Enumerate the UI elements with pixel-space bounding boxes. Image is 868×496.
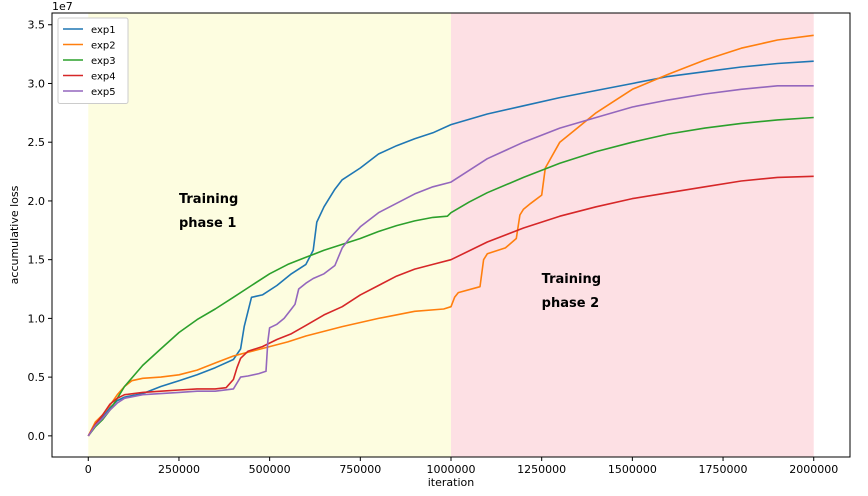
y-axis-label: accumulative loss (8, 185, 21, 284)
x-tick-label: 2000000 (789, 463, 838, 476)
series-line-exp5 (87, 85, 814, 437)
x-tick-label: 0 (85, 463, 92, 476)
x-axis-label: iteration (428, 476, 474, 489)
y-tick-label: 2.0 (28, 195, 46, 208)
x-tick-label: 1500000 (608, 463, 657, 476)
legend-label-exp4: exp4 (91, 72, 116, 83)
y-tick-label: 1.0 (28, 312, 46, 325)
y-tick-label: 1.5 (28, 254, 46, 267)
x-tick-label: 1000000 (427, 463, 476, 476)
y-tick-label: 3.5 (28, 19, 46, 32)
legend-box (57, 17, 129, 104)
phase-regions (88, 13, 814, 457)
x-axis: 0 250000 500000 750000 1000000 1250000 1500000… (85, 457, 838, 476)
x-tick-label: 250000 (158, 463, 200, 476)
phase-region-2 (451, 13, 814, 457)
x-tick-label: 750000 (339, 463, 381, 476)
series-layer (87, 34, 814, 437)
legend: exp1 exp2 exp3 exp4 exp5 (57, 17, 129, 104)
series-line-exp1 (87, 60, 814, 437)
y-axis: 0.0 0.5 1.0 1.5 2.0 2.5 3.0 3.5 (28, 19, 52, 443)
phase-1-label: Training (179, 192, 238, 207)
y-tick-label: 0.0 (28, 430, 46, 443)
phase-1-label: phase 1 (179, 216, 236, 231)
x-tick-label: 500000 (249, 463, 291, 476)
y-tick-label: 2.5 (28, 136, 46, 149)
x-tick-label: 1250000 (517, 463, 566, 476)
y-tick-label: 0.5 (28, 371, 46, 384)
series-line-exp3 (87, 116, 814, 437)
phase-2-label: Training (542, 272, 601, 287)
phase-region-1 (88, 13, 451, 457)
series-line-exp4 (87, 175, 814, 437)
y-tick-label: 3.0 (28, 77, 46, 90)
series-line-exp2 (87, 34, 814, 437)
legend-label-exp5: exp5 (91, 87, 116, 98)
legend-label-exp2: exp2 (91, 41, 116, 52)
phase-labels: Training phase 1 Training phase 2 (179, 192, 601, 311)
legend-label-exp1: exp1 (91, 25, 116, 36)
phase-2-label: phase 2 (542, 296, 599, 311)
y-offset-label: 1e7 (52, 0, 73, 13)
x-tick-label: 1750000 (699, 463, 748, 476)
legend-label-exp3: exp3 (91, 56, 116, 67)
